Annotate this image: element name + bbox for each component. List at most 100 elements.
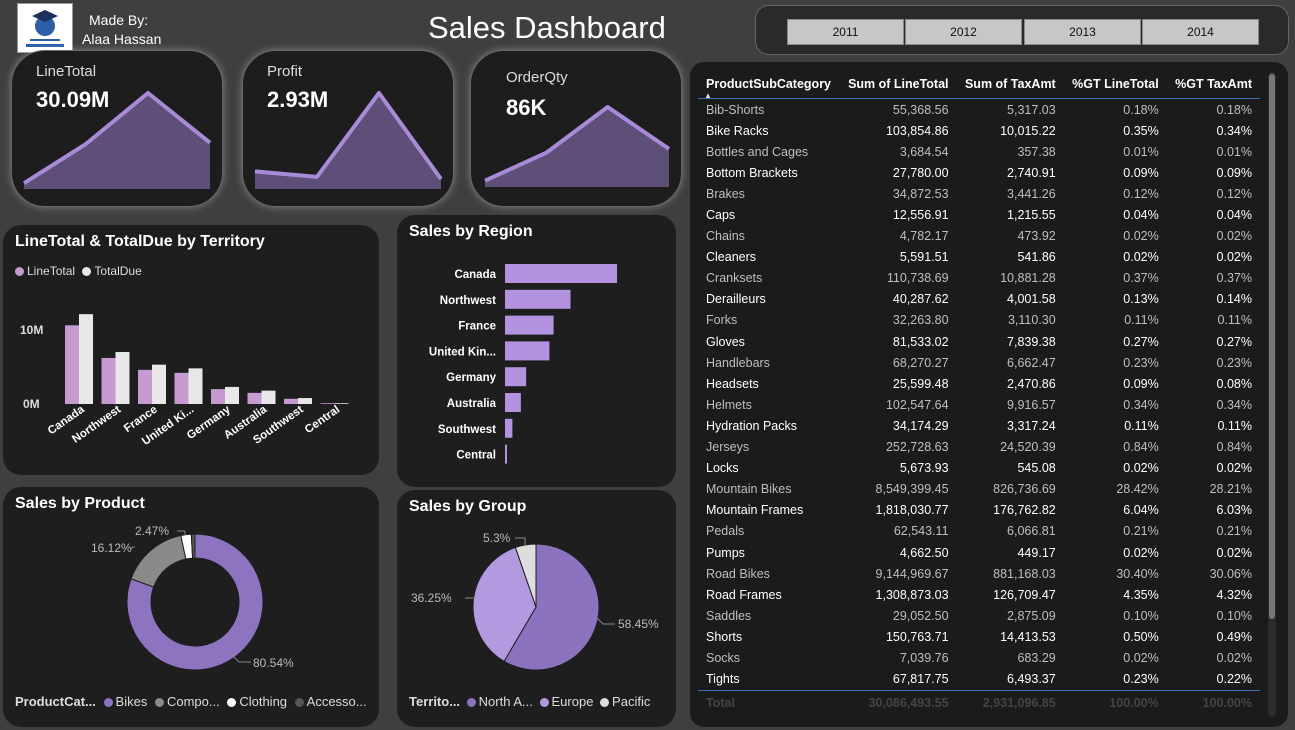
- table-row[interactable]: Road Bikes 9,144,969.67 881,168.03 30.40% 30…: [698, 563, 1260, 584]
- legend-swatch-accessories: [294, 698, 304, 708]
- table-row[interactable]: Bottles and Cages 3,684.54 357.38 0.01% 0.01…: [698, 141, 1260, 162]
- table-row[interactable]: Helmets 102,547.64 9,916.57 0.34% 0.34%: [698, 394, 1260, 415]
- table-row[interactable]: Jerseys 252,728.63 24,520.39 0.84% 0.84%: [698, 437, 1260, 458]
- table-cell: 0.49%: [1216, 629, 1252, 644]
- legend-label-components[interactable]: Compo...: [166, 694, 220, 709]
- table-cell: 6.03%: [1216, 503, 1252, 518]
- region-chart-card[interactable]: Sales by Region Canada Northwest France Uni…: [397, 215, 676, 487]
- table-row[interactable]: Cleaners 5,591.51 541.86 0.02% 0.02%: [698, 247, 1260, 268]
- leader-line: [228, 651, 251, 663]
- table-row[interactable]: Headsets 25,599.48 2,470.86 0.09% 0.08%: [698, 373, 1260, 394]
- table-row[interactable]: Tights 67,817.75 6,493.37 0.23% 0.22%: [698, 669, 1260, 691]
- legend-swatch-totaldue: [82, 267, 92, 277]
- table-cell: Brakes: [706, 186, 745, 201]
- table-cell: Helmets: [706, 397, 752, 412]
- legend-label-accessories[interactable]: Accesso...: [306, 694, 367, 709]
- table-row[interactable]: Forks 32,263.80 3,110.30 0.11% 0.11%: [698, 310, 1260, 331]
- table-row[interactable]: Bib-Shorts 55,368.56 5,317.03 0.18% 0.18%: [698, 99, 1260, 121]
- scrollbar-thumb[interactable]: [1269, 74, 1275, 619]
- legend-label-europe[interactable]: Europe: [551, 694, 594, 709]
- column-header-gt-linetotal[interactable]: %GT LineTotal: [1072, 77, 1159, 91]
- table-row[interactable]: Pedals 62,543.11 6,066.81 0.21% 0.21%: [698, 521, 1260, 542]
- column-header-subcategory[interactable]: ProductSubCategory: [706, 77, 832, 91]
- table-cell: 6.04%: [1123, 503, 1159, 518]
- table-cell: 545.08: [1017, 461, 1056, 476]
- table-cell: 0.02%: [1216, 461, 1252, 476]
- table-row[interactable]: Brakes 34,872.53 3,441.26 0.12% 0.12%: [698, 183, 1260, 204]
- table-row[interactable]: Saddles 29,052.50 2,875.09 0.10% 0.10%: [698, 605, 1260, 626]
- chart-legend: LineTotal TotalDue: [15, 264, 142, 278]
- kpi-label: LineTotal: [36, 63, 97, 80]
- table-cell: Bike Racks: [706, 123, 769, 138]
- table-cell: 32,263.80: [892, 313, 949, 328]
- made-by-label: Made By:: [89, 12, 149, 28]
- table-row[interactable]: Hydration Packs 34,174.29 3,317.24 0.11% 0.1…: [698, 415, 1260, 436]
- table-cell: 24,520.39: [1000, 440, 1056, 455]
- table-scrollbar[interactable]: [1268, 72, 1276, 717]
- table-row[interactable]: Pumps 4,662.50 449.17 0.02% 0.02%: [698, 542, 1260, 563]
- product-chart-card[interactable]: Sales by Product 80.54% 16.12% 2.47% Produ…: [3, 487, 379, 727]
- table-cell: 0.02%: [1216, 545, 1252, 560]
- table-cell: 0.84%: [1123, 440, 1159, 455]
- kpi-card-profit[interactable]: Profit 2.93M: [242, 50, 454, 207]
- table-row[interactable]: Mountain Bikes 8,549,399.45 826,736.69 28.4…: [698, 479, 1260, 500]
- table-row[interactable]: Mountain Frames 1,818,030.77 176,762.82 6.0…: [698, 500, 1260, 521]
- year-slicer: 2011 2012 2013 2014: [755, 5, 1289, 55]
- donut-slice-bikes: [126, 533, 264, 671]
- total-cell: 30,086,493.55: [868, 695, 949, 710]
- column-header-taxamt[interactable]: Sum of TaxAmt: [964, 77, 1056, 91]
- region-bar: [505, 418, 513, 438]
- table-row[interactable]: Derailleurs 40,287.62 4,001.58 0.13% 0.14%: [698, 289, 1260, 310]
- table-row[interactable]: Locks 5,673.93 545.08 0.02% 0.02%: [698, 458, 1260, 479]
- table-cell: 29,052.50: [892, 608, 949, 623]
- bar-linetotal: [211, 389, 225, 404]
- legend-label-pacific[interactable]: Pacific: [612, 694, 651, 709]
- region-bar: [505, 264, 617, 283]
- table-cell: 4,662.50: [899, 545, 949, 560]
- slice-label: 58.45%: [618, 617, 659, 631]
- legend-label-bikes[interactable]: Bikes: [115, 694, 148, 709]
- table-row[interactable]: Socks 7,039.76 683.29 0.02% 0.02%: [698, 647, 1260, 668]
- region-bar-chart: Canada Northwest France United Kin... German…: [429, 264, 617, 464]
- territory-chart-card[interactable]: LineTotal & TotalDue by Territory LineTo…: [3, 225, 379, 475]
- group-chart-card[interactable]: Sales by Group 58.45% 36.25% 5.3% Territo.…: [397, 490, 676, 727]
- year-button-2011[interactable]: 2011: [787, 19, 904, 45]
- table-row[interactable]: Road Frames 1,308,873.03 126,709.47 4.35% 4.…: [698, 584, 1260, 605]
- bar-totaldue: [261, 390, 276, 404]
- table-cell: 2,470.86: [1007, 376, 1056, 391]
- table-cell: Bib-Shorts: [706, 102, 765, 117]
- legend-swatch-bikes: [103, 698, 113, 708]
- legend-swatch-pacific: [600, 698, 610, 708]
- y-tick-label: United Kin...: [429, 346, 496, 358]
- subcategory-table: ProductSubCategory Sum of LineTotal Sum …: [698, 70, 1260, 715]
- table-row[interactable]: Shorts 150,763.71 14,413.53 0.50% 0.49%: [698, 626, 1260, 647]
- kpi-card-linetotal[interactable]: LineTotal 30.09M: [11, 50, 223, 207]
- year-button-2012[interactable]: 2012: [905, 19, 1022, 45]
- year-button-2013[interactable]: 2013: [1024, 19, 1141, 45]
- table-cell: 0.34%: [1216, 397, 1252, 412]
- table-row[interactable]: Cranksets 110,738.69 10,881.28 0.37% 0.37%: [698, 268, 1260, 289]
- kpi-card-orderqty[interactable]: OrderQty 86K: [470, 50, 682, 207]
- y-tick-label: 0M: [23, 397, 40, 411]
- y-tick-label: France: [458, 321, 496, 333]
- table-row[interactable]: Bike Racks 103,854.86 10,015.22 0.35% 0.34%: [698, 120, 1260, 141]
- table-row[interactable]: Handlebars 68,270.27 6,662.47 0.23% 0.23%: [698, 352, 1260, 373]
- total-cell: 100.00%: [1202, 695, 1252, 710]
- column-header-linetotal[interactable]: Sum of LineTotal: [848, 77, 949, 91]
- table-cell: 5,673.93: [899, 461, 949, 476]
- table-row[interactable]: Caps 12,556.91 1,215.55 0.04% 0.04%: [698, 204, 1260, 225]
- column-header-gt-taxamt[interactable]: %GT TaxAmt: [1175, 77, 1252, 91]
- table-row[interactable]: Chains 4,782.17 473.92 0.02% 0.02%: [698, 226, 1260, 247]
- year-button-2014[interactable]: 2014: [1142, 19, 1259, 45]
- legend-label-clothing[interactable]: Clothing: [239, 694, 288, 709]
- table-cell: Cleaners: [706, 250, 757, 265]
- table-row[interactable]: Bottom Brackets 27,780.00 2,740.91 0.09% 0.0…: [698, 162, 1260, 183]
- subcategory-table-card[interactable]: ProductSubCategory Sum of LineTotal Sum …: [690, 62, 1288, 727]
- group-pie-chart: 58.45% 36.25% 5.3%: [411, 531, 659, 671]
- table-cell: 0.01%: [1216, 144, 1252, 159]
- bar-totaldue: [225, 386, 239, 404]
- table-cell: 0.10%: [1216, 608, 1252, 623]
- legend-label-north-america[interactable]: North A...: [478, 694, 533, 709]
- table-row[interactable]: Gloves 81,533.02 7,839.38 0.27% 0.27%: [698, 331, 1260, 352]
